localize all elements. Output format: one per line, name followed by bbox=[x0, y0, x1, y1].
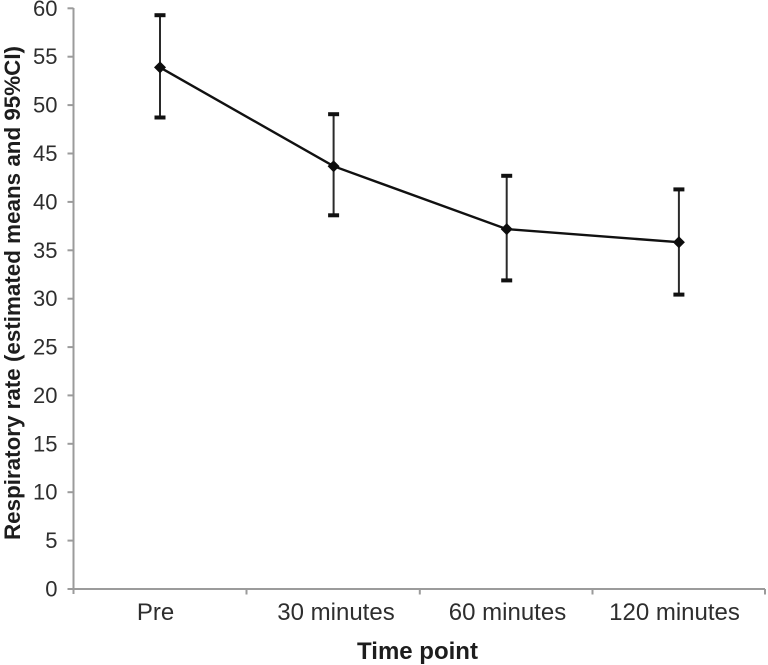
svg-text:55: 55 bbox=[33, 44, 57, 69]
svg-text:120 minutes: 120 minutes bbox=[609, 599, 740, 626]
svg-text:50: 50 bbox=[33, 93, 57, 118]
svg-text:35: 35 bbox=[33, 238, 57, 263]
svg-text:Respiratory rate (estimated me: Respiratory rate (estimated means and 95… bbox=[0, 46, 25, 540]
svg-text:Pre: Pre bbox=[137, 599, 174, 626]
svg-text:45: 45 bbox=[33, 141, 57, 166]
svg-text:Time point: Time point bbox=[357, 638, 478, 665]
svg-text:60: 60 bbox=[33, 0, 57, 21]
svg-text:60 minutes: 60 minutes bbox=[449, 599, 566, 626]
svg-text:25: 25 bbox=[33, 335, 57, 360]
svg-text:40: 40 bbox=[33, 189, 57, 214]
svg-text:30 minutes: 30 minutes bbox=[277, 599, 394, 626]
svg-text:15: 15 bbox=[33, 431, 57, 456]
svg-text:0: 0 bbox=[45, 577, 57, 602]
svg-text:10: 10 bbox=[33, 480, 57, 505]
svg-text:30: 30 bbox=[33, 286, 57, 311]
svg-text:5: 5 bbox=[45, 528, 57, 553]
svg-text:20: 20 bbox=[33, 383, 57, 408]
